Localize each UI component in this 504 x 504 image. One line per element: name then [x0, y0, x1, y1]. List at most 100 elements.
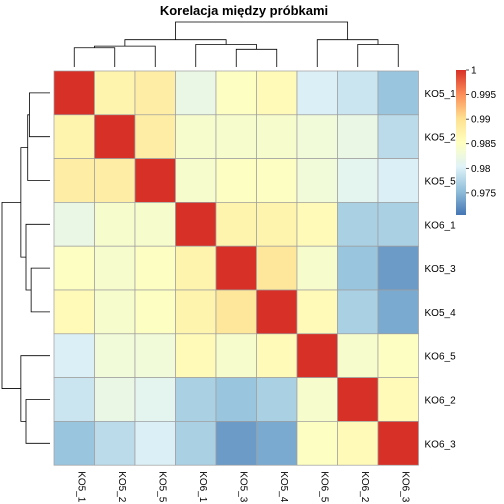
- heatmap-cell: [94, 377, 136, 422]
- column-label: KO5_5: [156, 471, 167, 503]
- heatmap-cell: [256, 202, 298, 247]
- heatmap-cells: [53, 70, 419, 466]
- dendrogram-branch: [94, 45, 156, 67]
- heatmap-cell: [337, 114, 379, 159]
- column-label: KO6_1: [197, 471, 208, 503]
- column-label: KO5_1: [75, 471, 86, 503]
- row-labels: KO5_1 KO5_2 KO5_5 KO6_1 KO5_3 KO5_4 KO6_5 KO6_2…: [425, 89, 457, 450]
- heatmap-cell: [256, 333, 298, 378]
- legend-tick-label: 0.985: [471, 139, 496, 150]
- dendrogram-branch: [29, 92, 50, 138]
- heatmap-cell: [296, 377, 338, 422]
- legend-tick-label: 0.995: [471, 90, 496, 101]
- heatmap-cell: [377, 421, 419, 466]
- heatmap-cell: [215, 245, 257, 291]
- heatmap-cell: [215, 289, 257, 335]
- dendrogram-branch: [124, 39, 227, 47]
- legend-tick-label: 0.99: [471, 115, 491, 126]
- heatmap-cell: [337, 202, 379, 247]
- dendrogram-branch: [25, 223, 50, 291]
- heatmap-cell: [296, 158, 338, 203]
- row-label: KO6_2: [425, 396, 457, 407]
- heatmap-cell: [337, 158, 379, 203]
- heatmap-cell: [256, 421, 298, 466]
- heatmap-cell: [53, 202, 95, 247]
- legend-color-bar: [456, 70, 466, 215]
- heatmap-cell: [337, 421, 379, 466]
- heatmap-cell: [175, 158, 217, 203]
- heatmap-cell: [175, 114, 217, 159]
- heatmap-cell: [53, 333, 95, 378]
- heatmap-cell: [175, 70, 217, 116]
- dendrogram-branch: [175, 21, 349, 40]
- heatmap-cell: [377, 70, 419, 116]
- heatmap-cell: [256, 377, 298, 422]
- heatmap-cell: [337, 333, 379, 378]
- heatmap-cell: [134, 289, 176, 335]
- heatmap-cell: [215, 421, 257, 466]
- heatmap-cell: [175, 377, 217, 422]
- heatmap-cell: [377, 289, 419, 335]
- dendrogram-branch: [195, 44, 257, 67]
- heatmap-cell: [134, 114, 176, 159]
- chart-title: Korelacja między próbkami: [160, 3, 328, 18]
- dendrogram-branch: [1, 202, 21, 389]
- heatmap-cell: [296, 421, 338, 466]
- heatmap-cell: [53, 158, 95, 203]
- column-label: KO5_4: [278, 471, 289, 503]
- heatmap-cell: [296, 333, 338, 378]
- heatmap-cell: [94, 158, 136, 203]
- dendrogram-branch: [357, 44, 399, 67]
- dendrogram-branch: [73, 47, 116, 67]
- heatmap-cell: [377, 377, 419, 422]
- heatmap-cell: [53, 114, 95, 159]
- heatmap-cell: [134, 377, 176, 422]
- heatmap-cell: [296, 202, 338, 247]
- heatmap-cell: [175, 421, 217, 466]
- heatmap-cell: [134, 421, 176, 466]
- legend-tick-label: 1: [471, 66, 477, 77]
- legend-tick-label: 0.98: [471, 164, 491, 175]
- heatmap-cell: [94, 202, 136, 247]
- row-label: KO6_1: [425, 220, 457, 231]
- row-label: KO5_1: [425, 89, 457, 100]
- heatmap-cell: [377, 158, 419, 203]
- row-label: KO5_5: [425, 177, 457, 188]
- column-label: KO6_5: [318, 471, 329, 503]
- legend-tick-label: 0.975: [471, 188, 496, 199]
- heatmap-cell: [94, 114, 136, 159]
- row-dendrogram: [1, 92, 50, 444]
- row-label: KO6_5: [425, 352, 457, 363]
- heatmap-cell: [134, 202, 176, 247]
- heatmap-cell: [215, 333, 257, 378]
- column-label: KO6_3: [399, 471, 410, 503]
- heatmap-cell: [215, 114, 257, 159]
- row-label: KO6_3: [425, 439, 457, 450]
- dendrogram-branch: [20, 147, 28, 258]
- row-label: KO5_2: [425, 133, 457, 144]
- heatmap-cell: [296, 114, 338, 159]
- column-dendrogram: [73, 21, 399, 67]
- heatmap-cell: [296, 70, 338, 116]
- heatmap-cell: [337, 377, 379, 422]
- column-label: KO5_3: [237, 471, 248, 503]
- row-label: KO5_4: [425, 308, 457, 319]
- heatmap-cell: [256, 158, 298, 203]
- column-label: KO5_2: [116, 471, 127, 503]
- heatmap-cell: [53, 377, 95, 422]
- heatmap-cell: [134, 333, 176, 378]
- dendrogram-branch: [316, 39, 379, 67]
- heatmap-cell: [337, 289, 379, 335]
- heatmap-cell: [53, 245, 95, 291]
- heatmap-cell: [256, 289, 298, 335]
- heatmap-cell: [337, 70, 379, 116]
- dendrogram-branch: [235, 48, 278, 67]
- heatmap-cell: [53, 70, 95, 116]
- heatmap-cell: [94, 289, 136, 335]
- row-label: KO5_3: [425, 264, 457, 275]
- heatmap-cell: [337, 245, 379, 291]
- heatmap-cell: [256, 114, 298, 159]
- heatmap-cell: [296, 245, 338, 291]
- heatmap-cell: [134, 70, 176, 116]
